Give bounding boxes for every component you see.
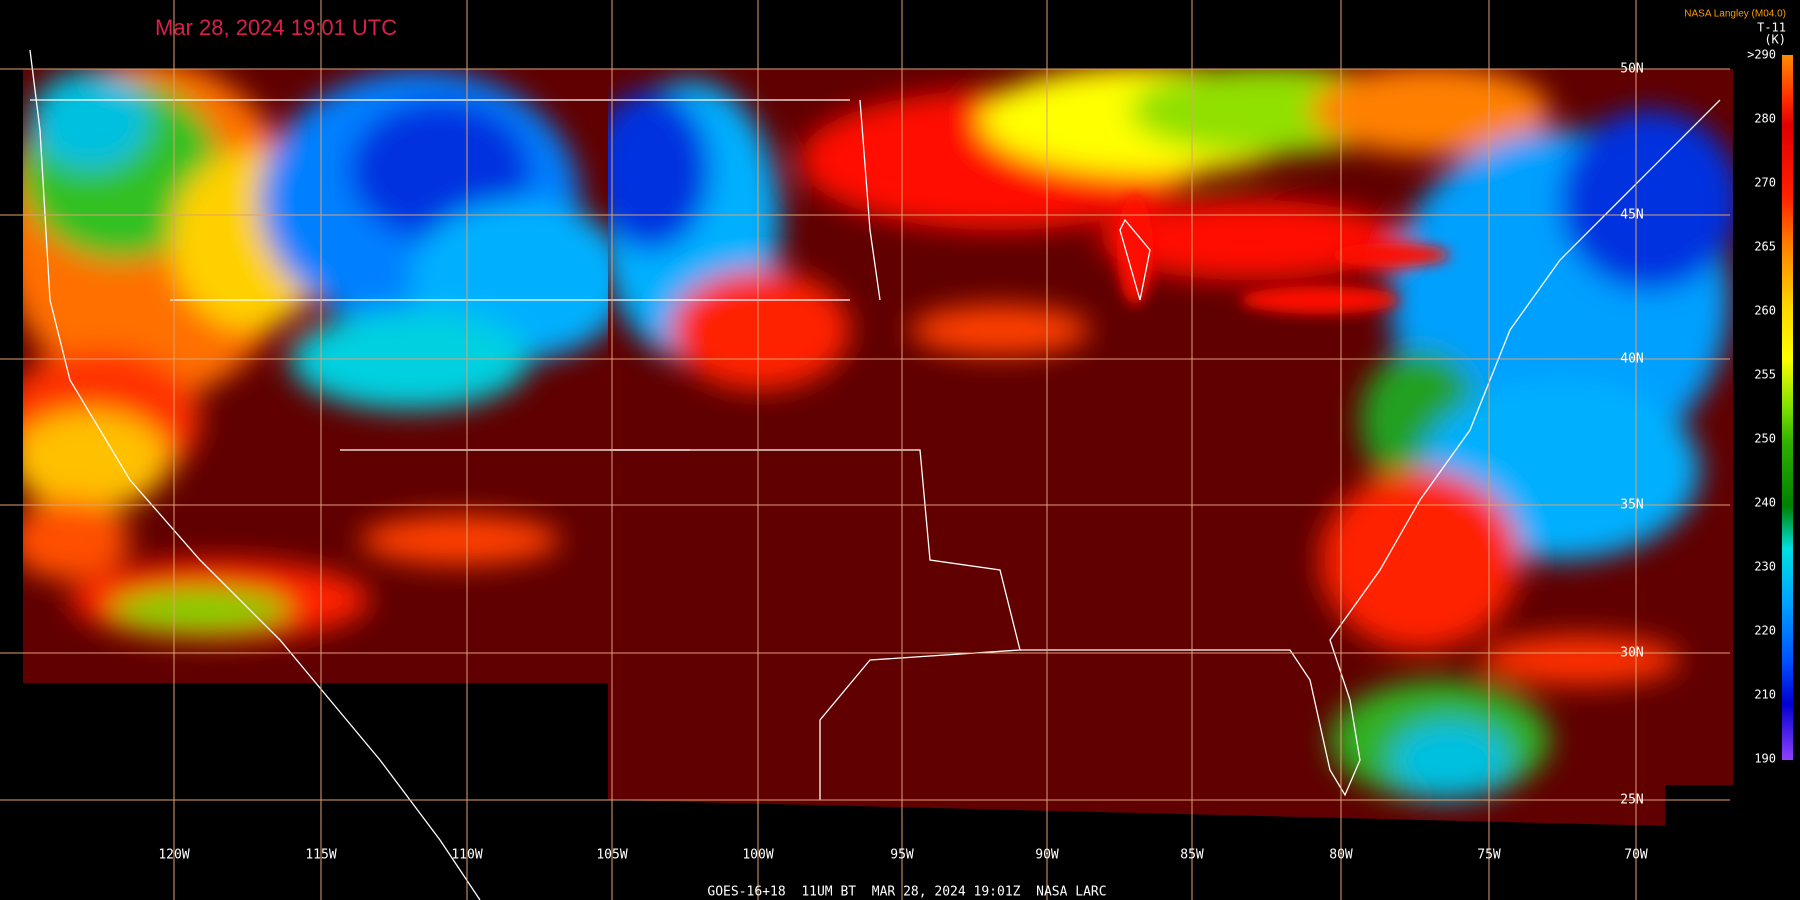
longitude-label: 80W: [1329, 848, 1353, 863]
legend-unit: (K): [1764, 33, 1786, 47]
legend-title: T-11: [1757, 21, 1786, 35]
legend-label: 230: [1754, 560, 1776, 574]
latitude-label: 50N: [1620, 62, 1643, 77]
cloud-field-east: [608, 69, 1733, 800]
longitude-label: 110W: [451, 848, 482, 863]
longitude-label: 95W: [890, 848, 914, 863]
latitude-label: 30N: [1620, 646, 1643, 661]
footer: GOES-16+18 11UM BT MAR 28, 2024 19:01Z N…: [707, 885, 1106, 900]
longitude-label: 75W: [1477, 848, 1501, 863]
legend-label: 240: [1754, 496, 1776, 510]
legend-label: >290: [1747, 48, 1776, 62]
longitude-label: 120W: [158, 848, 189, 863]
credit: NASA Langley (M04.0): [1684, 9, 1786, 20]
latitude-label: 45N: [1620, 208, 1643, 223]
timestamp: Mar 28, 2024 19:01 UTC: [155, 15, 397, 40]
legend-label: 260: [1754, 304, 1776, 318]
legend-label: 250: [1754, 432, 1776, 446]
legend-label: 220: [1754, 624, 1776, 638]
cloud-field-west: [23, 69, 608, 640]
latitude-label: 40N: [1620, 352, 1643, 367]
longitude-label: 85W: [1180, 848, 1204, 863]
longitude-label: 115W: [305, 848, 336, 863]
legend-label: 265: [1754, 240, 1776, 254]
longitude-label: 100W: [742, 848, 773, 863]
legend-label: 270: [1754, 176, 1776, 190]
graticule: [0, 0, 1730, 900]
legend-label: 190: [1754, 752, 1776, 766]
color-bar: [1782, 55, 1793, 760]
legend-label: 280: [1754, 112, 1776, 126]
longitude-label: 90W: [1035, 848, 1059, 863]
latitude-label: 35N: [1620, 498, 1643, 513]
legend-label: 255: [1754, 368, 1776, 382]
longitude-label: 105W: [596, 848, 627, 863]
longitude-label: 70W: [1624, 848, 1648, 863]
legend-label: 210: [1754, 688, 1776, 702]
latitude-label: 25N: [1620, 793, 1643, 808]
boundaries: [29, 49, 1721, 900]
